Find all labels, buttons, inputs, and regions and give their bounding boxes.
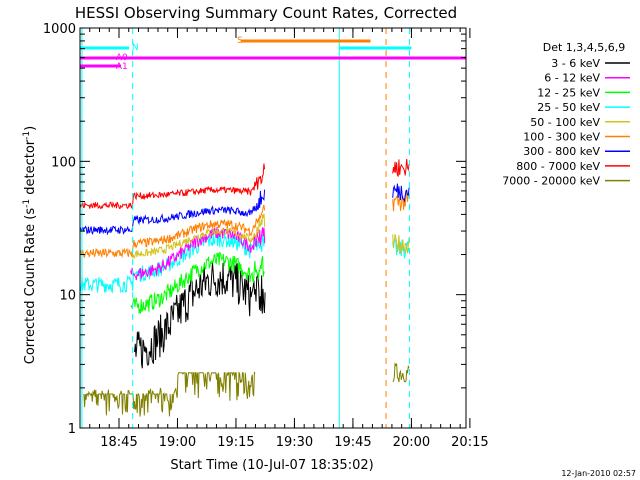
legend-entry-label: 12 - 25 keV (537, 86, 600, 99)
footer-date: 12-Jan-2010 02:57 (561, 469, 636, 478)
legend-entry-label: 800 - 7000 keV (516, 160, 600, 173)
series-segment-late (392, 183, 410, 203)
annotation-s-label: S (237, 36, 243, 46)
x-tick-label: 19:15 (217, 435, 254, 450)
series-segment-late (392, 189, 410, 212)
series-segment (79, 204, 266, 259)
series-segment-late (392, 362, 410, 383)
series-segment (130, 251, 265, 314)
data-layer (79, 158, 410, 417)
x-tick-label: 18:45 (100, 435, 137, 450)
y-axis-label: Corrected Count Rate (s-1 detector-1) (22, 126, 38, 364)
series-segment (130, 213, 266, 260)
legend-entry-label: 100 - 300 keV (523, 131, 600, 144)
series-segment (134, 262, 266, 369)
series-segment-late (392, 158, 410, 177)
annotation-a1-label: A1 (116, 62, 128, 72)
series-segment (79, 163, 266, 210)
chart-title: HESSI Observing Summary Count Rates, Cor… (75, 4, 457, 22)
series-100-300-kev-line (79, 189, 410, 259)
y-tick-label: 1 (68, 422, 76, 437)
series-300-800-kev-line (79, 183, 410, 236)
series-3-6-kev-line (134, 262, 266, 369)
legend-entry-label: 3 - 6 keV (551, 57, 600, 70)
x-axis-label: Start Time (10-Jul-07 18:35:02) (170, 458, 373, 473)
legend-entry-label: 7000 - 20000 keV (502, 175, 600, 188)
series-segment (130, 226, 266, 281)
series-7000-20000-kev-line (83, 362, 410, 417)
legend-title: Det 1,3,4,5,6,9 (543, 41, 626, 54)
series-50-100-kev-line (130, 213, 410, 260)
series-segment (79, 189, 266, 236)
series-12-25-kev-line (130, 251, 265, 314)
series-segment (83, 371, 256, 417)
legend-entry-label: 25 - 50 keV (537, 101, 600, 114)
legend-entry-label: 50 - 100 keV (530, 116, 600, 129)
y-tick-label: 10 (59, 289, 76, 304)
y-tick-label: 1000 (43, 22, 76, 37)
x-tick-label: 19:30 (276, 435, 313, 450)
series-800-7000-kev-line (79, 158, 410, 210)
legend-entry-label: 300 - 800 keV (523, 145, 600, 158)
x-tick-label: 20:00 (393, 435, 430, 450)
annotation-a0-label: A0 (116, 53, 128, 63)
annotation-n-label: N (132, 43, 139, 53)
y-tick-label: 100 (51, 155, 76, 170)
series-segment-late (392, 234, 410, 255)
plot-frame (79, 27, 467, 429)
series-segment (79, 231, 266, 294)
x-tick-label: 20:15 (451, 435, 488, 450)
x-tick-label: 19:45 (334, 435, 371, 450)
x-tick-label: 19:00 (159, 435, 196, 450)
series-6-12-kev-line (130, 226, 266, 281)
axes-layer: 1 10 100 1000 18:45 19:00 19:15 19:30 19:45 20:00… (43, 22, 489, 450)
legend-entry-label: 6 - 12 keV (544, 72, 600, 85)
